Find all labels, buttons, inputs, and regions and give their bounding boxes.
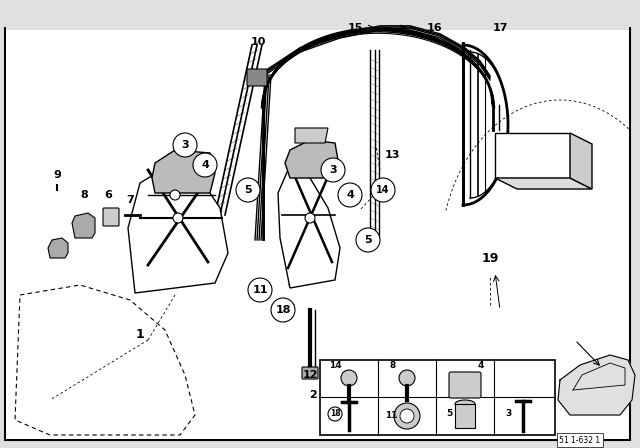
Polygon shape: [128, 168, 228, 293]
Polygon shape: [495, 178, 592, 189]
Text: 8: 8: [390, 362, 396, 370]
Text: 5: 5: [364, 235, 372, 245]
FancyBboxPatch shape: [247, 69, 267, 86]
Text: 19: 19: [481, 251, 499, 264]
Text: 7: 7: [126, 195, 134, 205]
FancyBboxPatch shape: [320, 360, 555, 435]
Circle shape: [328, 407, 342, 421]
Text: 4: 4: [478, 362, 484, 370]
Polygon shape: [570, 133, 592, 189]
Text: 4: 4: [346, 190, 354, 200]
Text: 3: 3: [181, 140, 189, 150]
Text: 15: 15: [348, 23, 363, 33]
Circle shape: [248, 278, 272, 302]
Polygon shape: [48, 238, 68, 258]
Circle shape: [305, 213, 315, 223]
Text: 6: 6: [104, 190, 112, 200]
Text: 2: 2: [309, 390, 317, 400]
Circle shape: [394, 403, 420, 429]
Text: 3: 3: [506, 409, 512, 418]
Circle shape: [193, 153, 217, 177]
Circle shape: [236, 178, 260, 202]
Text: 5: 5: [244, 185, 252, 195]
Text: 16: 16: [427, 23, 443, 33]
Polygon shape: [558, 355, 635, 415]
Polygon shape: [278, 170, 340, 288]
Polygon shape: [495, 133, 570, 178]
Circle shape: [170, 190, 180, 200]
FancyBboxPatch shape: [6, 29, 629, 439]
Text: 18: 18: [330, 409, 340, 418]
FancyBboxPatch shape: [449, 372, 481, 398]
Text: 1: 1: [136, 328, 145, 341]
Text: 8: 8: [80, 190, 88, 200]
Circle shape: [371, 178, 395, 202]
Text: 10: 10: [250, 37, 266, 47]
FancyBboxPatch shape: [455, 404, 475, 428]
FancyBboxPatch shape: [5, 28, 630, 440]
Text: 14: 14: [329, 362, 341, 370]
FancyBboxPatch shape: [103, 208, 119, 226]
Text: 5: 5: [446, 409, 452, 418]
Polygon shape: [295, 128, 328, 143]
Circle shape: [321, 158, 345, 182]
FancyBboxPatch shape: [302, 367, 318, 379]
Text: 3: 3: [329, 165, 337, 175]
Circle shape: [271, 298, 295, 322]
Circle shape: [399, 370, 415, 386]
Text: 13: 13: [384, 150, 400, 160]
FancyBboxPatch shape: [6, 8, 629, 30]
Text: 4: 4: [201, 160, 209, 170]
Text: 17: 17: [492, 23, 508, 33]
Polygon shape: [285, 140, 338, 178]
Circle shape: [173, 133, 197, 157]
Circle shape: [400, 409, 414, 423]
Circle shape: [338, 183, 362, 207]
Text: 11: 11: [252, 285, 268, 295]
Ellipse shape: [455, 400, 475, 408]
Polygon shape: [72, 213, 95, 238]
Text: 18: 18: [275, 305, 291, 315]
Circle shape: [356, 228, 380, 252]
Text: 12: 12: [302, 370, 317, 380]
Text: 9: 9: [53, 170, 61, 180]
Polygon shape: [152, 150, 215, 193]
Circle shape: [341, 370, 357, 386]
Text: 14: 14: [376, 185, 390, 195]
Text: 11: 11: [385, 410, 397, 419]
Text: 51 1-632 1: 51 1-632 1: [559, 435, 600, 444]
Circle shape: [173, 213, 183, 223]
